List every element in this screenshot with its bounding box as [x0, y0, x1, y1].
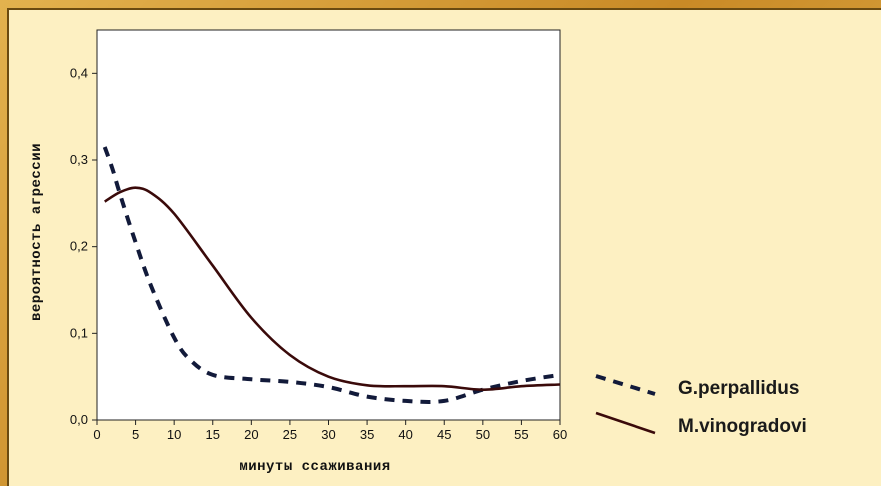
- y-tick-label: 0,3: [70, 152, 88, 167]
- x-tick-label: 15: [206, 427, 220, 442]
- x-tick-label: 0: [93, 427, 100, 442]
- y-tick-label: 0,0: [70, 412, 88, 427]
- series-line-2: [104, 186, 561, 392]
- x-tick-label: 25: [283, 427, 297, 442]
- x-tick-label: 50: [476, 427, 490, 442]
- y-axis-title: вероятность агрессии: [29, 143, 45, 321]
- x-tick-label: 55: [514, 427, 528, 442]
- plot-frame: [96, 29, 561, 421]
- legend-swatch-1: [595, 374, 656, 396]
- x-tick-label: 35: [360, 427, 374, 442]
- x-axis-title: минуты ссаживания: [239, 459, 390, 475]
- x-tick-label: 10: [167, 427, 181, 442]
- legend: G.perpallidus M.vinogradovi: [595, 374, 807, 437]
- y-tick-label: 0,4: [70, 65, 88, 80]
- x-tick-label: 5: [132, 427, 139, 442]
- x-tick-label: 60: [553, 427, 567, 442]
- legend-swatch-2: [595, 411, 656, 435]
- plot-area: 0 5 10 15 20 25 30 35 40 45 50 55 60 0,0 0,1 0,2 0,3 0,4: [70, 29, 567, 442]
- x-tick-label: 30: [321, 427, 335, 442]
- series-line-1: [102, 146, 561, 404]
- y-tick-label: 0,1: [70, 325, 88, 340]
- legend-label-1: G.perpallidus: [678, 378, 799, 399]
- legend-label-2: M.vinogradovi: [678, 416, 807, 437]
- y-tick-label: 0,2: [70, 239, 88, 254]
- x-tick-label: 20: [244, 427, 258, 442]
- x-tick-label: 40: [398, 427, 412, 442]
- x-tick-label: 45: [437, 427, 451, 442]
